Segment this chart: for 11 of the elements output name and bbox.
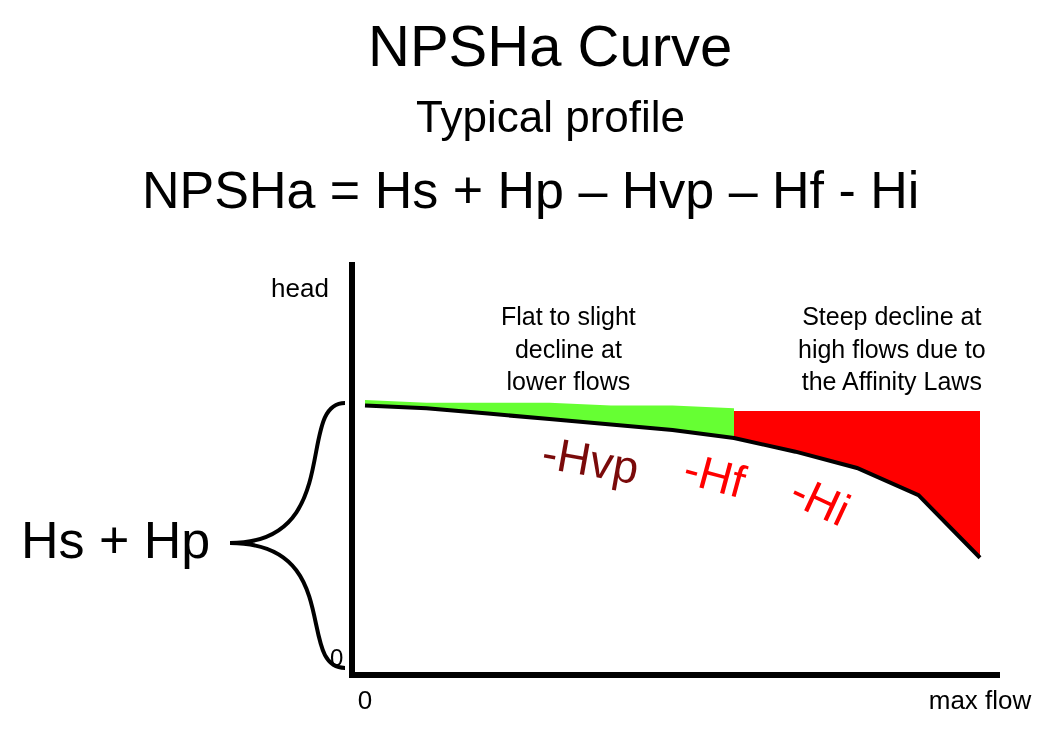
annotation: -Hvp [538,426,643,495]
x-tick-label: max flow [928,685,1032,716]
chart-title: NPSHa Curve [368,13,733,78]
text: NPSHa = Hs + Hp – Hvp – Hf - Hi [142,161,920,219]
y-axis-title: head [271,273,329,303]
text: Flat to slight decline at lower flows [501,302,636,395]
text: Hs + Hp [21,511,211,569]
text: Steep decline at high flows due to the Affinity Laws [798,302,986,395]
chart-subtitle: Typical profile [416,92,686,141]
annotation: -Hi [782,464,858,537]
annotation: -Hf [678,441,752,509]
